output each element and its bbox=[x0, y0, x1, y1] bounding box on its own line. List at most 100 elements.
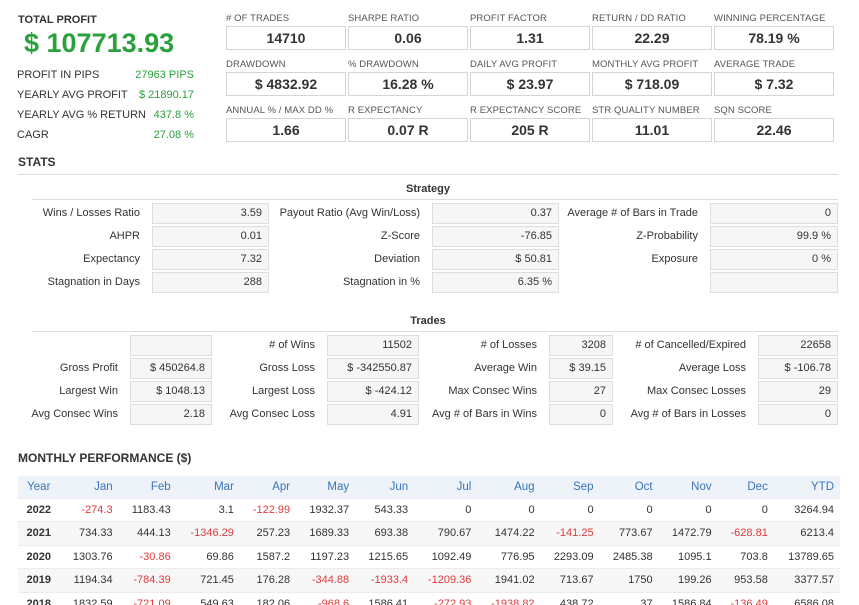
metric-value: $ 4832.92 bbox=[226, 72, 346, 96]
col-header-mar[interactable]: Mar bbox=[176, 476, 240, 498]
metric-return-dd: RETURN / DD RATIO 22.29 bbox=[592, 13, 712, 50]
trade-value-empty bbox=[130, 335, 212, 356]
col-header-jan[interactable]: Jan bbox=[59, 476, 119, 498]
metric-label: PROFIT FACTOR bbox=[470, 13, 547, 24]
col-header-aug[interactable]: Aug bbox=[477, 476, 541, 498]
trade-value: $ -424.12 bbox=[327, 381, 419, 402]
summary-label: YEARLY AVG PROFIT bbox=[17, 89, 128, 101]
trades-title: Trades bbox=[410, 315, 446, 327]
stat-label: Stagnation in Days bbox=[47, 276, 140, 288]
metric-value: 1.66 bbox=[226, 118, 346, 142]
trade-value: 0 bbox=[758, 404, 838, 425]
col-header-jul[interactable]: Jul bbox=[414, 476, 478, 498]
stats-divider bbox=[18, 174, 838, 175]
trade-label: Gross Loss bbox=[259, 362, 315, 374]
table-cell: 438.72 bbox=[540, 591, 600, 605]
stat-label: Average # of Bars in Trade bbox=[567, 207, 698, 219]
summary-value: 437.8 % bbox=[153, 109, 194, 121]
metric-label: WINNING PERCENTAGE bbox=[714, 13, 826, 24]
row-year-cell: 2019 bbox=[18, 568, 60, 592]
table-cell: 1941.02 bbox=[477, 568, 541, 592]
stat-label: Exposure bbox=[651, 253, 698, 265]
stat-value: 288 bbox=[152, 272, 269, 293]
trade-label: Largest Win bbox=[59, 385, 118, 397]
table-cell: 69.86 bbox=[176, 544, 240, 569]
table-cell: 713.67 bbox=[540, 568, 600, 592]
metric-annual-max-dd: ANNUAL % / MAX DD % 1.66 bbox=[226, 105, 346, 142]
table-cell: 1215.65 bbox=[355, 544, 415, 569]
monthly-performance-title: MONTHLY PERFORMANCE ($) bbox=[18, 451, 192, 465]
monthly-performance-body: 2022 -274.3 1183.43 3.1 -122.99 1932.37 543.33… bbox=[18, 497, 840, 605]
table-cell: 182.06 bbox=[239, 591, 297, 605]
table-cell: 6586.08 bbox=[773, 591, 840, 605]
table-row: 2021 734.33 444.13 -1346.29 257.23 1689.33 693… bbox=[18, 521, 840, 545]
metric-label: # OF TRADES bbox=[226, 13, 290, 24]
table-cell: -721.09 bbox=[118, 591, 177, 605]
table-cell: -274.3 bbox=[59, 497, 119, 522]
table-row: 2022 -274.3 1183.43 3.1 -122.99 1932.37 543.33… bbox=[18, 497, 840, 522]
metric-label: SQN SCORE bbox=[714, 105, 772, 116]
table-cell: 1194.34 bbox=[59, 568, 119, 592]
strategy-title: Strategy bbox=[405, 183, 451, 195]
table-row: 2019 1194.34 -784.39 721.45 176.28 -344.88 -19… bbox=[18, 568, 840, 592]
trade-value: $ 1048.13 bbox=[130, 381, 212, 402]
trade-label: Avg # of Bars in Wins bbox=[432, 408, 537, 420]
table-cell: 199.26 bbox=[658, 568, 718, 592]
monthly-performance-table: Year Jan Feb Mar Apr May Jun Jul Aug Sep… bbox=[18, 476, 840, 605]
table-cell: 549.63 bbox=[176, 591, 240, 605]
stat-value: $ 50.81 bbox=[432, 249, 559, 270]
table-cell: 1303.76 bbox=[59, 544, 119, 569]
col-header-jun[interactable]: Jun bbox=[355, 476, 415, 498]
trade-value: 3208 bbox=[549, 335, 613, 356]
stat-label: AHPR bbox=[109, 230, 140, 242]
stat-label: Stagnation in % bbox=[342, 276, 420, 288]
table-cell: 790.67 bbox=[414, 521, 478, 545]
metric-label: R EXPECTANCY bbox=[348, 105, 423, 116]
table-cell: 257.23 bbox=[239, 521, 297, 545]
stat-value: 7.32 bbox=[152, 249, 269, 270]
table-cell: -784.39 bbox=[118, 568, 177, 592]
table-cell: 1587.2 bbox=[239, 544, 297, 569]
metric-label: DAILY AVG PROFIT bbox=[470, 59, 558, 70]
table-cell: 1474.22 bbox=[477, 521, 541, 545]
table-cell: -30.86 bbox=[118, 544, 177, 569]
table-cell: -628.81 bbox=[717, 521, 774, 545]
stat-value-empty bbox=[710, 272, 838, 293]
trade-value: $ 39.15 bbox=[549, 358, 613, 379]
col-header-ytd[interactable]: YTD bbox=[773, 476, 840, 498]
col-header-feb[interactable]: Feb bbox=[118, 476, 177, 498]
metric-value: 22.29 bbox=[592, 26, 712, 50]
table-cell: 1832.59 bbox=[59, 591, 119, 605]
metric-sharpe: SHARPE RATIO 0.06 bbox=[348, 13, 468, 50]
table-cell: 1197.23 bbox=[296, 544, 356, 569]
stat-label: Z-Score bbox=[380, 230, 420, 242]
col-header-year[interactable]: Year bbox=[18, 476, 60, 498]
metric-r-expectancy-score: R EXPECTANCY SCORE 205 R bbox=[470, 105, 590, 142]
trade-value: $ 450264.8 bbox=[130, 358, 212, 379]
metric-label: DRAWDOWN bbox=[226, 59, 286, 70]
table-cell: 0 bbox=[414, 497, 478, 522]
table-cell: 2485.38 bbox=[599, 544, 659, 569]
col-header-may[interactable]: May bbox=[296, 476, 356, 498]
table-cell: 773.67 bbox=[599, 521, 659, 545]
summary-label: CAGR bbox=[17, 129, 49, 141]
metric-value: 22.46 bbox=[714, 118, 834, 142]
col-header-sep[interactable]: Sep bbox=[540, 476, 600, 498]
row-year-cell: 2020 bbox=[18, 544, 60, 569]
col-header-nov[interactable]: Nov bbox=[658, 476, 718, 498]
row-year-cell: 2022 bbox=[18, 497, 60, 522]
table-cell: 1092.49 bbox=[414, 544, 478, 569]
table-cell: 776.95 bbox=[477, 544, 541, 569]
col-header-apr[interactable]: Apr bbox=[239, 476, 297, 498]
metric-value: 0.07 R bbox=[348, 118, 468, 142]
col-header-dec[interactable]: Dec bbox=[717, 476, 774, 498]
trade-label: Largest Loss bbox=[252, 385, 315, 397]
table-header-row: Year Jan Feb Mar Apr May Jun Jul Aug Sep… bbox=[18, 476, 840, 498]
metric-pct-drawdown: % DRAWDOWN 16.28 % bbox=[348, 59, 468, 96]
row-year-cell: 2018 bbox=[18, 591, 60, 605]
table-cell: -141.25 bbox=[540, 521, 600, 545]
trade-label: Avg # of Bars in Losses bbox=[630, 408, 746, 420]
summary-value: 27.08 % bbox=[153, 129, 194, 141]
stat-value: 99.9 % bbox=[710, 226, 838, 247]
col-header-oct[interactable]: Oct bbox=[599, 476, 659, 498]
